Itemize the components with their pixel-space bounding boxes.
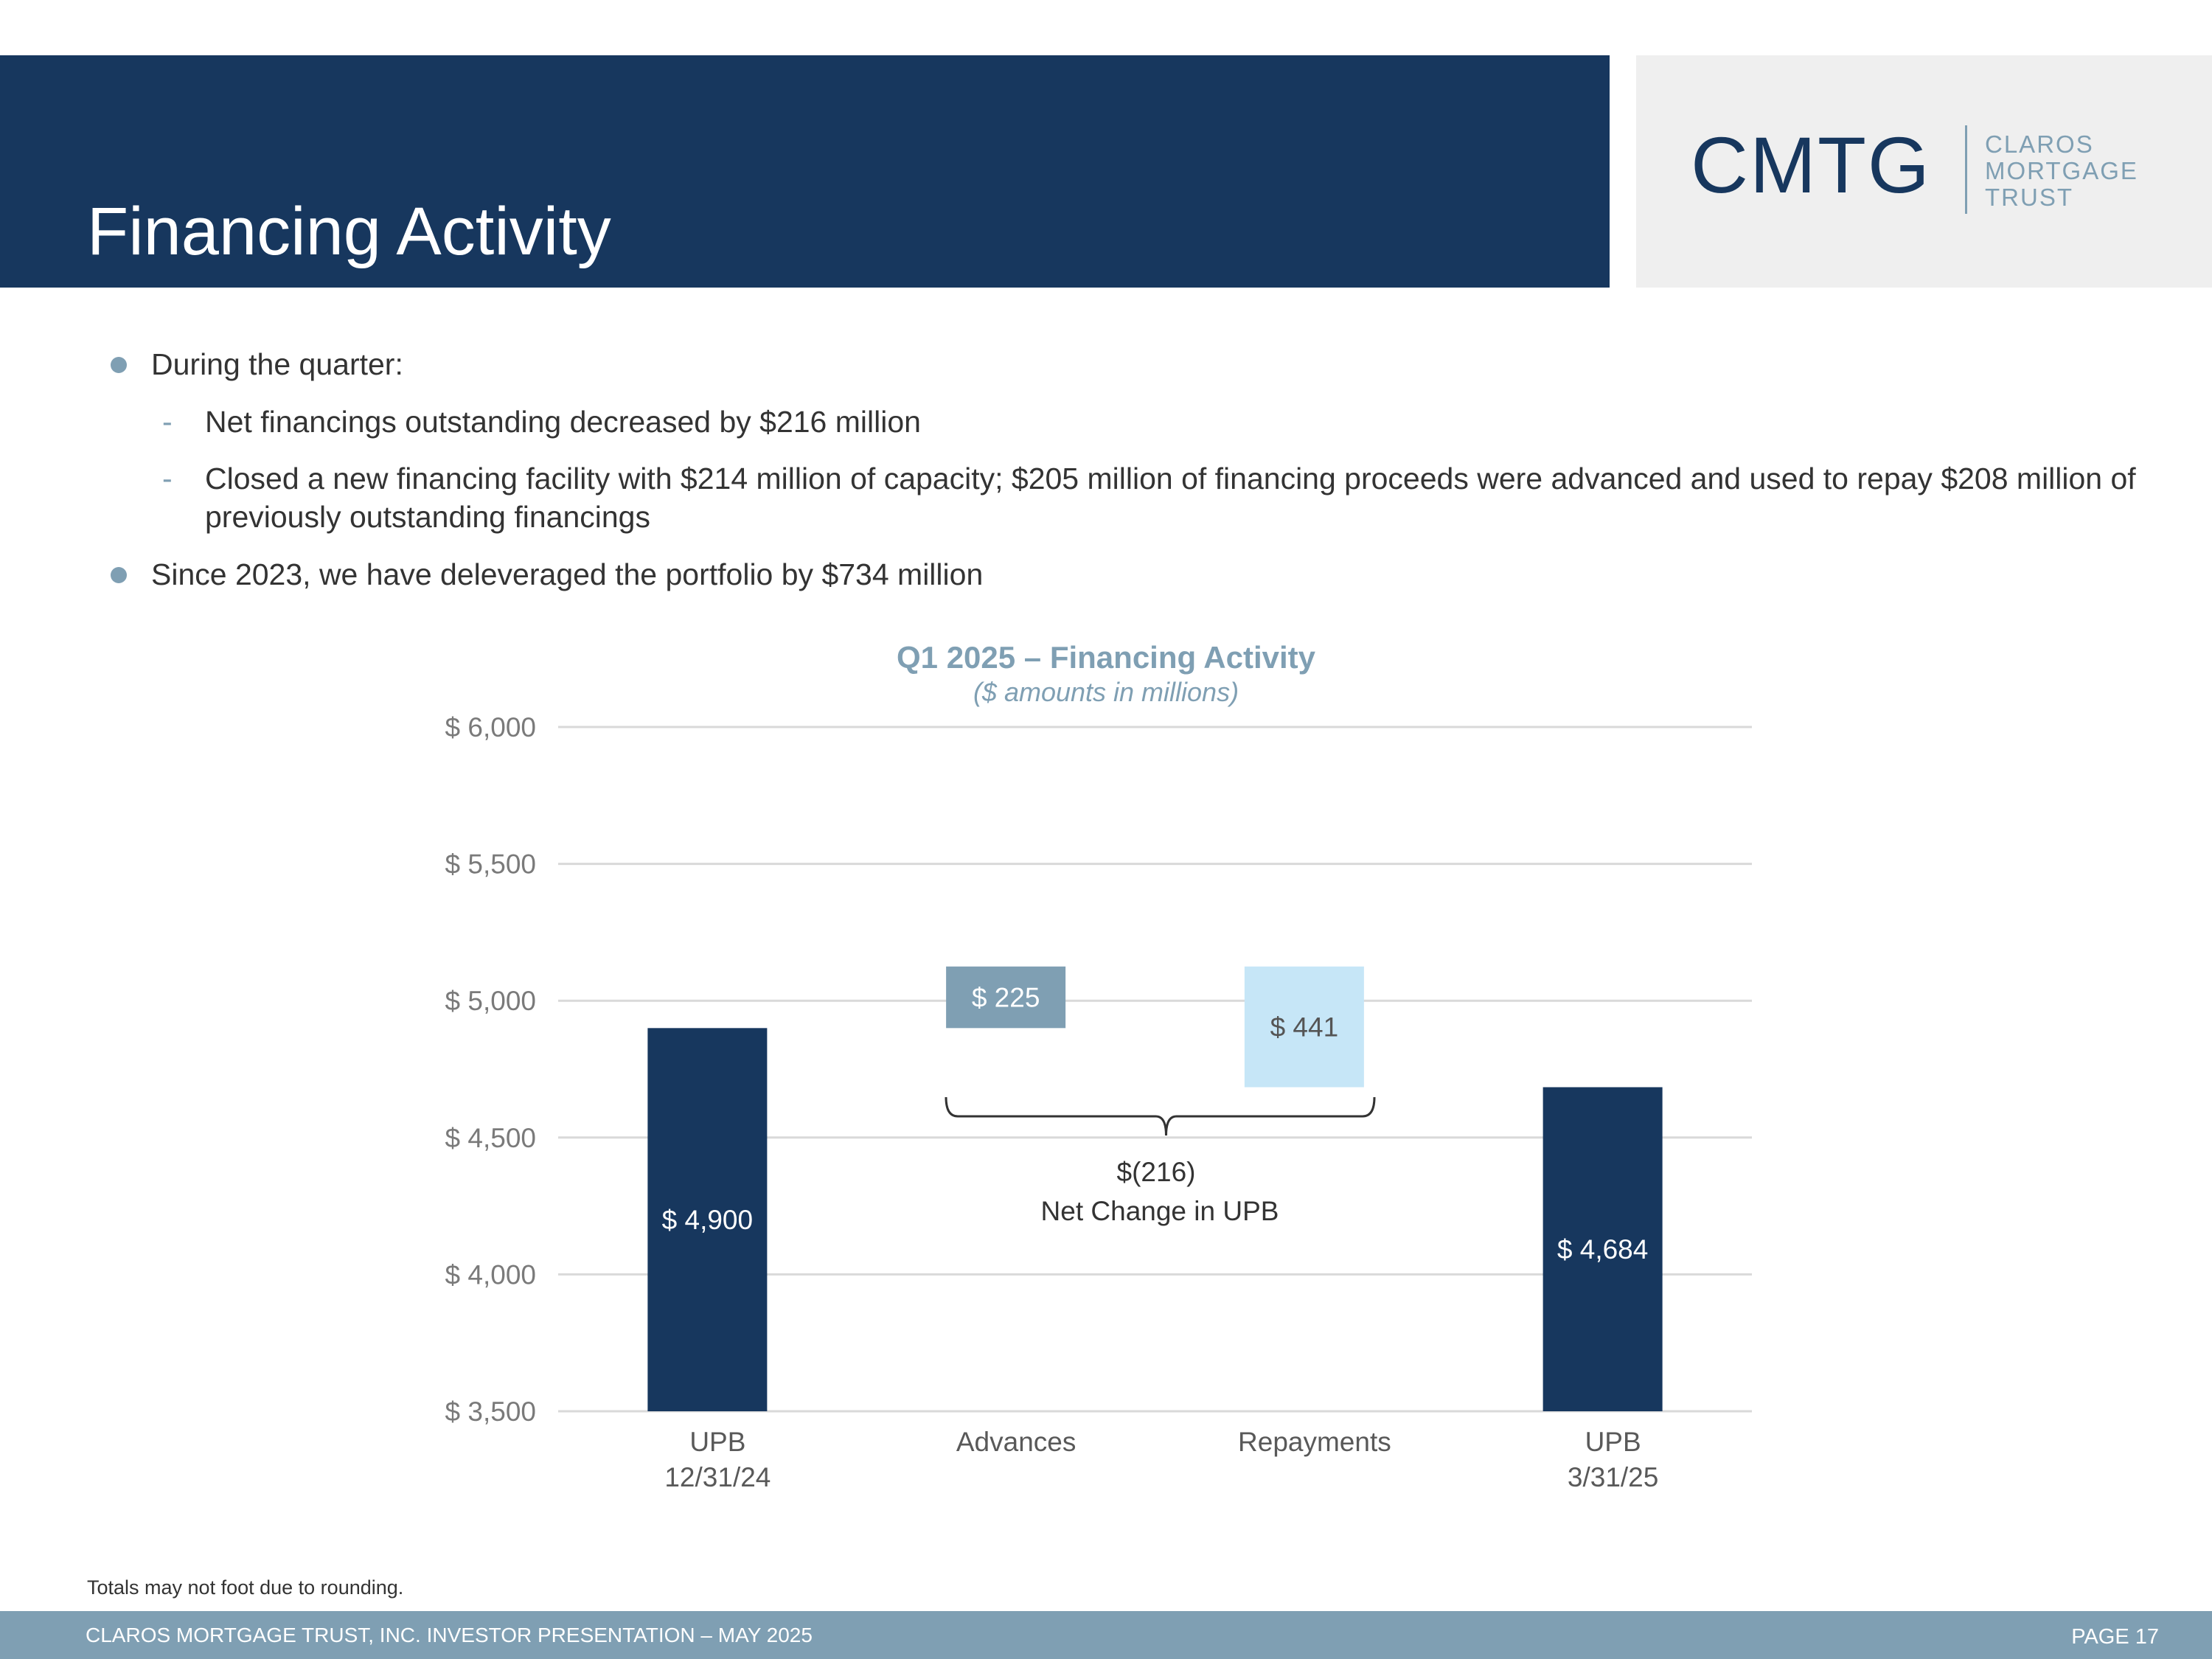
bullet-dot — [111, 567, 127, 583]
x-tick-label: 3/31/25 — [1568, 1462, 1658, 1492]
sub-bullet-dash: - — [162, 462, 173, 495]
sub-bullet-text: Closed a new financing facility with $21… — [205, 462, 2136, 534]
bar — [1543, 1087, 1663, 1411]
x-tick-label: UPB — [689, 1427, 745, 1457]
logo-divider — [1965, 125, 1967, 214]
data-label: $ 225 — [972, 983, 1040, 1013]
x-tick-label: Repayments — [1238, 1427, 1391, 1457]
y-tick-label: $ 5,500 — [445, 849, 536, 880]
y-tick-label: $ 5,000 — [445, 986, 536, 1016]
sub-bullet-text: Net financings outstanding decreased by … — [205, 405, 921, 439]
footnote: Totals may not foot due to rounding. — [87, 1576, 404, 1599]
chart-subtitle: ($ amounts in millions) — [973, 677, 1239, 707]
logo-word: TRUST — [1985, 184, 2073, 211]
data-label: $ 4,900 — [662, 1205, 753, 1235]
bullet-text: During the quarter: — [151, 347, 403, 381]
footer-band — [0, 1611, 2212, 1659]
bar — [647, 1028, 768, 1411]
footer-text: CLAROS MORTGAGE TRUST, INC. INVESTOR PRE… — [86, 1624, 813, 1646]
net-change-bracket — [945, 1096, 1376, 1136]
y-tick-label: $ 6,000 — [445, 712, 536, 742]
title-band — [0, 55, 1610, 288]
bar — [1244, 966, 1364, 1088]
logo-word: CLAROS — [1985, 131, 2094, 158]
bullet-text: Since 2023, we have deleveraged the port… — [151, 557, 984, 591]
bar — [946, 966, 1066, 1029]
data-label: $ 441 — [1270, 1012, 1339, 1043]
x-tick-label: Advances — [956, 1427, 1077, 1457]
logo-word: MORTGAGE — [1985, 157, 2138, 184]
y-tick-label: $ 3,500 — [445, 1397, 536, 1427]
x-tick-label: 12/31/24 — [664, 1462, 771, 1492]
page-number: PAGE 17 — [2071, 1625, 2159, 1649]
y-tick-label: $ 4,000 — [445, 1259, 536, 1290]
data-label: $ 4,684 — [1557, 1234, 1648, 1265]
logo-wordmark: CLAROS MORTGAGE TRUST — [1985, 131, 2138, 211]
company-logo: CMTG — [1691, 120, 1931, 209]
sub-bullet-dash: - — [162, 405, 173, 439]
annotation-value: $(216) — [1117, 1157, 1196, 1187]
logo-panel — [1636, 55, 2212, 288]
bullet-list: During the quarter: - Net financings out… — [0, 0, 2212, 627]
bullet-dot — [111, 357, 127, 373]
y-tick-label: $ 4,500 — [445, 1123, 536, 1153]
x-tick-label: UPB — [1585, 1427, 1641, 1457]
chart-title: Q1 2025 – Financing Activity — [897, 640, 1315, 675]
annotation-label: Net Change in UPB — [1041, 1196, 1279, 1226]
page-title: Financing Activity — [87, 194, 611, 269]
